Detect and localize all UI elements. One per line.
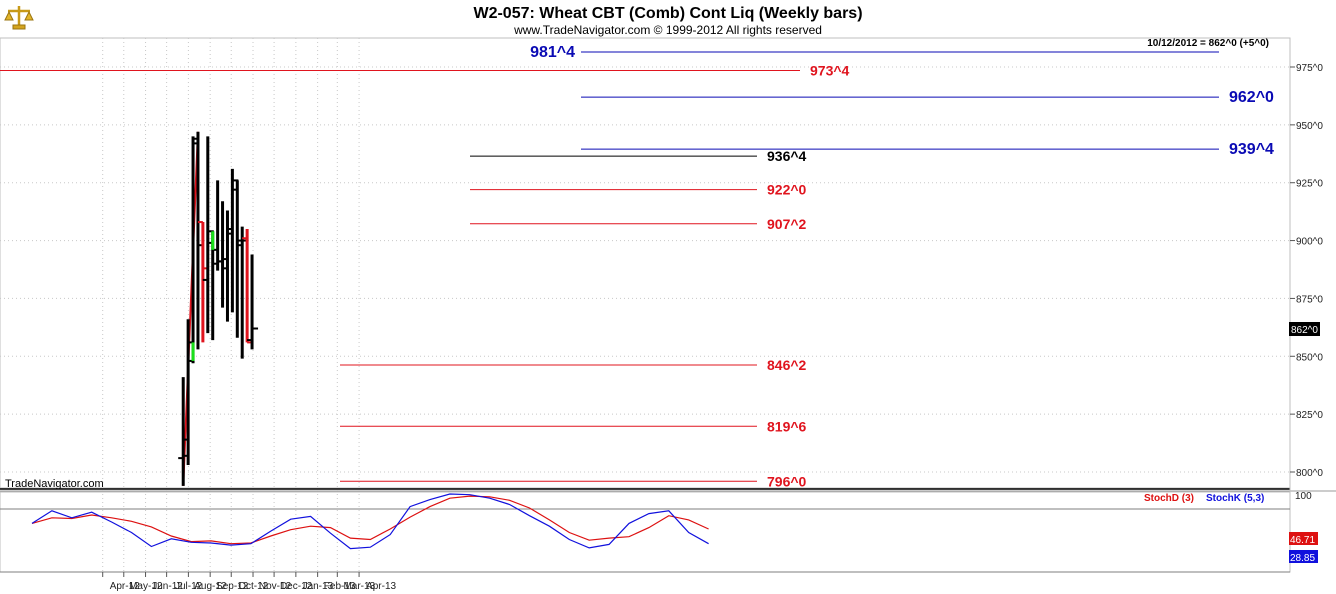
watermark-text: TradeNavigator.com [5, 478, 104, 490]
x-tick-label: May-12 [129, 581, 163, 592]
gridlines [0, 38, 1290, 572]
level-label: 962^0 [1229, 89, 1274, 106]
x-tick-label: Nov-12 [259, 581, 292, 592]
chart-title: W2-057: Wheat CBT (Comb) Cont Liq (Weekl… [473, 5, 862, 22]
stoch-tick-100: 100 [1295, 491, 1312, 502]
y-tick-label: 950^0 [1296, 121, 1323, 132]
level-label: 846^2 [767, 357, 807, 373]
gold-scale-icon [4, 2, 34, 32]
price-axis-ticks: 975^0 950^0 925^0 900^0 875^0 850^0 825^0 800^0 [1290, 63, 1323, 479]
x-tick-label: Jun-12 [152, 581, 183, 592]
stochd-line [31, 495, 709, 545]
x-tick-label: Oct-12 [238, 581, 268, 592]
level-label: 981^4 [530, 44, 575, 61]
x-tick-label: Jan-13 [303, 581, 334, 592]
y-tick-label: 850^0 [1296, 352, 1323, 363]
y-tick-label: 925^0 [1296, 179, 1323, 190]
level-label: 922^0 [767, 182, 807, 198]
stochk-legend: StochK (5,3) [1206, 493, 1264, 504]
y-tick-label: 900^0 [1296, 237, 1323, 248]
x-tick-label: Apr-12 [110, 581, 140, 592]
copyright-text: www.TradeNavigator.com © 1999-2012 All r… [513, 23, 822, 37]
level-label: 907^2 [767, 216, 807, 232]
x-tick-label: Dec-12 [280, 581, 313, 592]
last-price-label: 862^0 [1291, 325, 1318, 336]
stochd-last-value: 46.71 [1290, 535, 1315, 546]
x-tick-label: Apr-13 [366, 581, 396, 592]
trendline [182, 131, 199, 486]
last-quote-text: 10/12/2012 = 862^0 (+5^0) [1147, 38, 1269, 49]
stochd-last-tag: 46.71 [1289, 532, 1318, 546]
x-tick-label: Feb-13 [324, 581, 356, 592]
level-label: 939^4 [1229, 141, 1274, 158]
stochastic-lines [31, 493, 709, 550]
level-label: 936^4 [767, 148, 807, 164]
x-tick-label: Aug-12 [194, 581, 227, 592]
y-tick-label: 800^0 [1296, 468, 1323, 479]
ohlc-bars [178, 131, 259, 486]
x-tick-label: Mar-13 [343, 581, 375, 592]
y-tick-label: 975^0 [1296, 63, 1323, 74]
last-price-tag: 862^0 [1289, 322, 1320, 336]
stochk-last-tag: 28.85 [1289, 550, 1318, 564]
stochk-last-value: 28.85 [1290, 553, 1315, 564]
y-tick-label: 825^0 [1296, 410, 1323, 421]
x-tick-label: Jul-12 [175, 581, 203, 592]
level-label: 819^6 [767, 418, 807, 434]
x-tick-label: Sep-12 [216, 581, 249, 592]
level-label: 973^4 [810, 62, 850, 78]
stochk-line [31, 493, 709, 550]
stoch-panel [0, 491, 1291, 573]
support-resistance-levels: 981^4 973^4 962^0 939^4 936^4 922^0 907^2 846^2… [0, 44, 1274, 489]
stochd-legend: StochD (3) [1144, 493, 1194, 504]
level-label: 796^0 [767, 473, 807, 489]
trendline-segment [182, 131, 199, 486]
y-tick-label: 875^0 [1296, 294, 1323, 305]
time-axis: Apr-12May-12Jun-12Jul-12Aug-12Sep-12Oct-… [102, 572, 397, 592]
